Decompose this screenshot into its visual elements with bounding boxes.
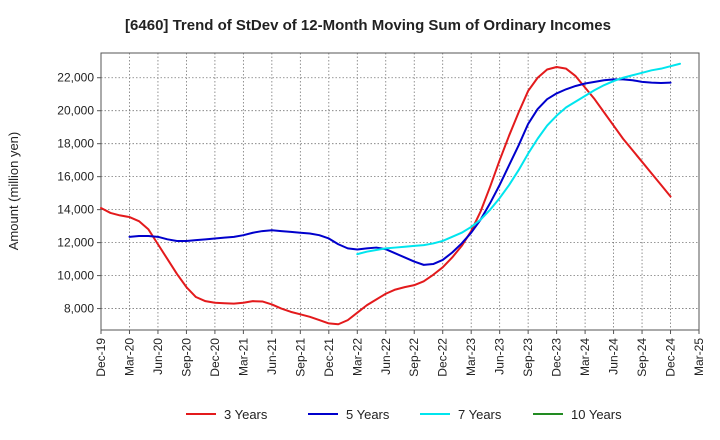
y-tick-label: 18,000 bbox=[57, 137, 94, 151]
x-tick-label: Mar-23 bbox=[464, 338, 478, 376]
x-tick-label: Jun-21 bbox=[265, 338, 279, 375]
x-tick-label: Sep-23 bbox=[521, 338, 535, 377]
plot-area bbox=[101, 53, 699, 330]
x-tick-label: Jun-23 bbox=[493, 338, 507, 375]
y-tick-label: 16,000 bbox=[57, 170, 94, 184]
series-group bbox=[100, 62, 682, 326]
y-tick-label: 8,000 bbox=[64, 302, 94, 316]
x-tick-label: Jun-24 bbox=[607, 338, 621, 375]
x-tick-label: Sep-20 bbox=[179, 338, 193, 377]
x-tick-label: Jun-20 bbox=[151, 338, 165, 375]
y-tick-label: 10,000 bbox=[57, 269, 94, 283]
y-tick-label: 14,000 bbox=[57, 203, 94, 217]
x-tick-label: Mar-21 bbox=[236, 338, 250, 376]
x-tick-label: Dec-23 bbox=[550, 338, 564, 377]
x-tick-label: Sep-21 bbox=[293, 338, 307, 377]
x-tick-label: Mar-22 bbox=[350, 338, 364, 376]
series-line-5-years bbox=[128, 78, 672, 266]
chart-title: [6460] Trend of StDev of 12-Month Moving… bbox=[125, 17, 611, 34]
legend-label-5-years: 5 Years bbox=[346, 407, 390, 422]
series-line-7-years bbox=[356, 62, 682, 256]
y-tick-label: 12,000 bbox=[57, 236, 94, 250]
x-tick-label: Dec-19 bbox=[94, 338, 108, 377]
y-tick-label: 20,000 bbox=[57, 104, 94, 118]
y-tick-label: 22,000 bbox=[57, 71, 94, 85]
x-tick-label: Dec-24 bbox=[664, 338, 678, 377]
y-axis: 8,000 10,000 12,000 14,000 16,000 18,000 20,00… bbox=[57, 71, 101, 316]
x-tick-label: Jun-22 bbox=[379, 338, 393, 375]
x-tick-label: Dec-22 bbox=[436, 338, 450, 377]
y-axis-label: Amount (million yen) bbox=[6, 132, 21, 251]
grid bbox=[101, 53, 699, 330]
series-line-3-years bbox=[100, 66, 672, 326]
plot-frame bbox=[100, 52, 700, 331]
x-tick-label: Mar-24 bbox=[578, 338, 592, 376]
x-tick-label: Dec-21 bbox=[322, 338, 336, 377]
x-axis: Dec-19 Mar-20 Jun-20 Sep-20 Dec-20 Mar-21 Jun-… bbox=[94, 330, 706, 377]
legend: 3 Years 5 Years 7 Years 10 Years bbox=[186, 407, 622, 422]
x-tick-label: Sep-22 bbox=[407, 338, 421, 377]
legend-label-3-years: 3 Years bbox=[224, 407, 268, 422]
x-tick-label: Sep-24 bbox=[635, 338, 649, 377]
x-tick-label: Dec-20 bbox=[208, 338, 222, 377]
x-tick-label: Mar-20 bbox=[122, 338, 136, 376]
legend-label-10-years: 10 Years bbox=[571, 407, 622, 422]
x-tick-label: Mar-25 bbox=[692, 338, 706, 376]
legend-label-7-years: 7 Years bbox=[458, 407, 502, 422]
